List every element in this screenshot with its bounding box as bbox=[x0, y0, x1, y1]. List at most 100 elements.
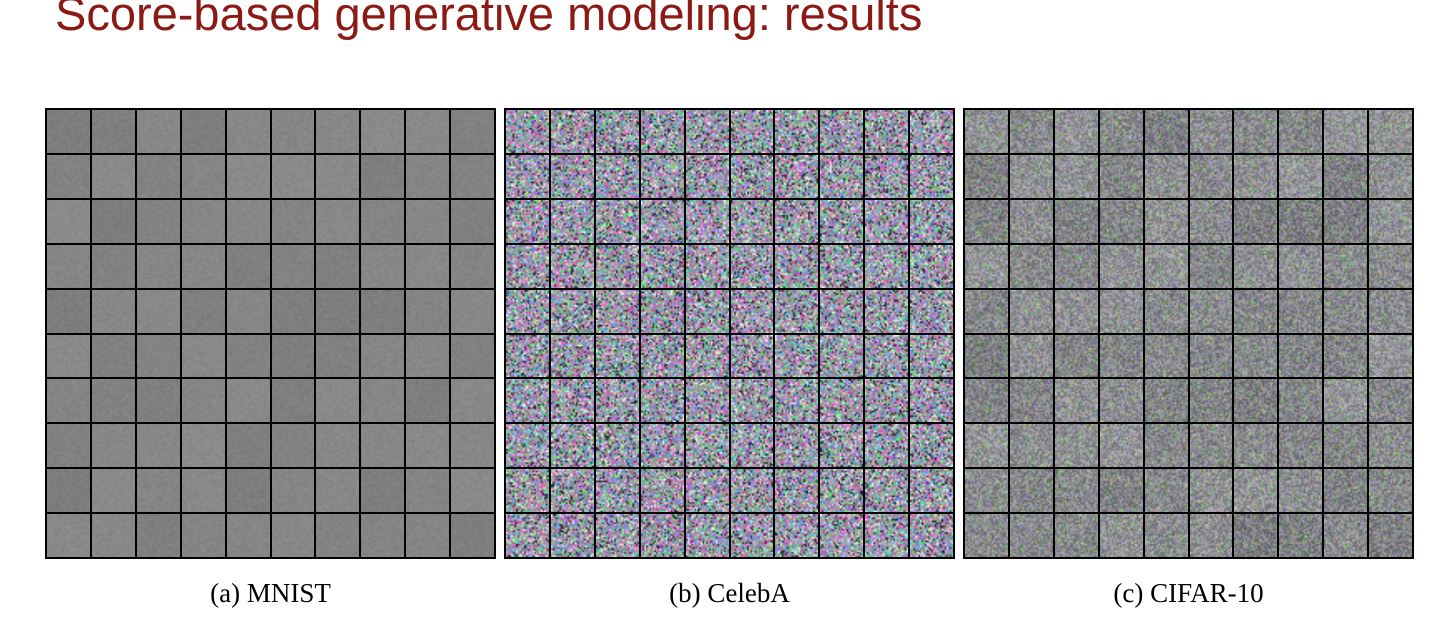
mnist-sample-tile bbox=[181, 469, 225, 513]
cifar10-sample-tile bbox=[1144, 110, 1188, 153]
cifar10-sample-tile bbox=[1234, 110, 1278, 153]
celeba-sample-tile bbox=[640, 199, 684, 243]
celeba-caption: (b) CelebA bbox=[669, 578, 790, 608]
mnist-sample-tile bbox=[181, 199, 225, 243]
mnist-sample-tile bbox=[361, 514, 405, 558]
celeba-sample-tile bbox=[775, 289, 819, 333]
celeba-sample-tile bbox=[506, 199, 549, 243]
mnist-sample-tile bbox=[271, 289, 315, 333]
cifar10-sample-tile bbox=[1369, 334, 1412, 378]
mnist-sample-tile bbox=[451, 469, 494, 513]
celeba-sample-tile bbox=[775, 154, 819, 198]
mnist-sample-tile bbox=[271, 379, 315, 423]
celeba-sample-tile bbox=[910, 469, 953, 513]
celeba-sample-tile bbox=[685, 334, 729, 378]
cifar10-sample-tile bbox=[1099, 469, 1143, 513]
mnist-caption: (a) MNIST bbox=[210, 578, 331, 608]
mnist-sample-tile bbox=[361, 110, 405, 153]
mnist-sample-tile bbox=[361, 424, 405, 468]
cifar10-sample-tile bbox=[1279, 469, 1323, 513]
celeba-sample-tile bbox=[595, 379, 639, 423]
cifar10-sample-tile bbox=[1189, 424, 1233, 468]
cifar10-sample-tile bbox=[1054, 199, 1098, 243]
mnist-sample-tile bbox=[47, 379, 90, 423]
cifar10-sample-tile bbox=[1144, 199, 1188, 243]
celeba-sample-tile bbox=[550, 110, 594, 153]
celeba-sample-tile bbox=[550, 244, 594, 288]
mnist-sample-tile bbox=[271, 514, 315, 558]
cifar10-sample-tile bbox=[1054, 110, 1098, 153]
cifar10-sample-tile bbox=[1054, 469, 1098, 513]
cifar10-sample-tile bbox=[1099, 289, 1143, 333]
cifar10-sample-tile bbox=[1234, 424, 1278, 468]
mnist-sample-tile bbox=[181, 424, 225, 468]
cifar10-sample-tile bbox=[1189, 199, 1233, 243]
celeba-sample-tile bbox=[775, 379, 819, 423]
mnist-sample-tile bbox=[451, 244, 494, 288]
cifar10-sample-tile bbox=[1189, 379, 1233, 423]
cifar10-sample-tile bbox=[1009, 379, 1053, 423]
cifar10-sample-tile bbox=[1279, 199, 1323, 243]
cifar10-sample-tile bbox=[1324, 469, 1368, 513]
mnist-sample-tile bbox=[136, 334, 180, 378]
cifar10-sample-tile bbox=[1099, 110, 1143, 153]
mnist-sample-tile bbox=[181, 514, 225, 558]
mnist-sample-tile bbox=[451, 199, 494, 243]
cifar10-sample-tile bbox=[1234, 289, 1278, 333]
celeba-sample-tile bbox=[865, 110, 909, 153]
celeba-sample-tile bbox=[775, 424, 819, 468]
mnist-sample-tile bbox=[47, 334, 90, 378]
mnist-sample-tile bbox=[91, 334, 135, 378]
celeba-sample-tile bbox=[595, 244, 639, 288]
cifar10-sample-tile bbox=[1324, 154, 1368, 198]
cifar10-sample-tile bbox=[1369, 379, 1412, 423]
mnist-sample-grid bbox=[45, 108, 496, 559]
celeba-sample-tile bbox=[775, 334, 819, 378]
mnist-sample-tile bbox=[406, 110, 450, 153]
mnist-sample-tile bbox=[181, 289, 225, 333]
celeba-sample-tile bbox=[595, 469, 639, 513]
cifar10-sample-tile bbox=[1144, 424, 1188, 468]
mnist-sample-tile bbox=[136, 110, 180, 153]
celeba-sample-tile bbox=[550, 289, 594, 333]
cifar10-sample-tile bbox=[1369, 199, 1412, 243]
celeba-sample-tile bbox=[685, 424, 729, 468]
celeba-sample-tile bbox=[640, 424, 684, 468]
celeba-sample-tile bbox=[595, 110, 639, 153]
celeba-sample-tile bbox=[865, 244, 909, 288]
mnist-sample-tile bbox=[271, 154, 315, 198]
mnist-sample-tile bbox=[451, 379, 494, 423]
mnist-sample-tile bbox=[271, 424, 315, 468]
celeba-sample-tile bbox=[910, 424, 953, 468]
cifar10-sample-tile bbox=[1234, 244, 1278, 288]
cifar10-sample-tile bbox=[1099, 154, 1143, 198]
cifar10-sample-tile bbox=[1009, 199, 1053, 243]
mnist-sample-tile bbox=[91, 199, 135, 243]
mnist-sample-tile bbox=[271, 244, 315, 288]
cifar10-sample-tile bbox=[1189, 154, 1233, 198]
mnist-sample-tile bbox=[91, 154, 135, 198]
mnist-sample-tile bbox=[271, 469, 315, 513]
celeba-sample-tile bbox=[640, 154, 684, 198]
celeba-sample-tile bbox=[865, 424, 909, 468]
cifar10-sample-tile bbox=[1009, 514, 1053, 558]
cifar10-sample-tile bbox=[1054, 154, 1098, 198]
mnist-sample-tile bbox=[316, 110, 360, 153]
celeba-sample-tile bbox=[730, 469, 774, 513]
cifar10-sample-tile bbox=[965, 154, 1008, 198]
celeba-sample-tile bbox=[506, 514, 549, 558]
cifar10-sample-tile bbox=[1324, 334, 1368, 378]
celeba-sample-tile bbox=[550, 334, 594, 378]
mnist-sample-tile bbox=[136, 244, 180, 288]
cifar10-sample-tile bbox=[1189, 289, 1233, 333]
celeba-sample-tile bbox=[820, 379, 864, 423]
celeba-sample-tile bbox=[550, 469, 594, 513]
celeba-sample-tile bbox=[506, 244, 549, 288]
celeba-sample-tile bbox=[685, 469, 729, 513]
mnist-sample-tile bbox=[226, 379, 270, 423]
slide-title: Score-based generative modeling: results bbox=[55, 0, 923, 40]
mnist-sample-tile bbox=[316, 199, 360, 243]
mnist-sample-tile bbox=[316, 424, 360, 468]
celeba-sample-tile bbox=[865, 379, 909, 423]
mnist-sample-tile bbox=[316, 469, 360, 513]
